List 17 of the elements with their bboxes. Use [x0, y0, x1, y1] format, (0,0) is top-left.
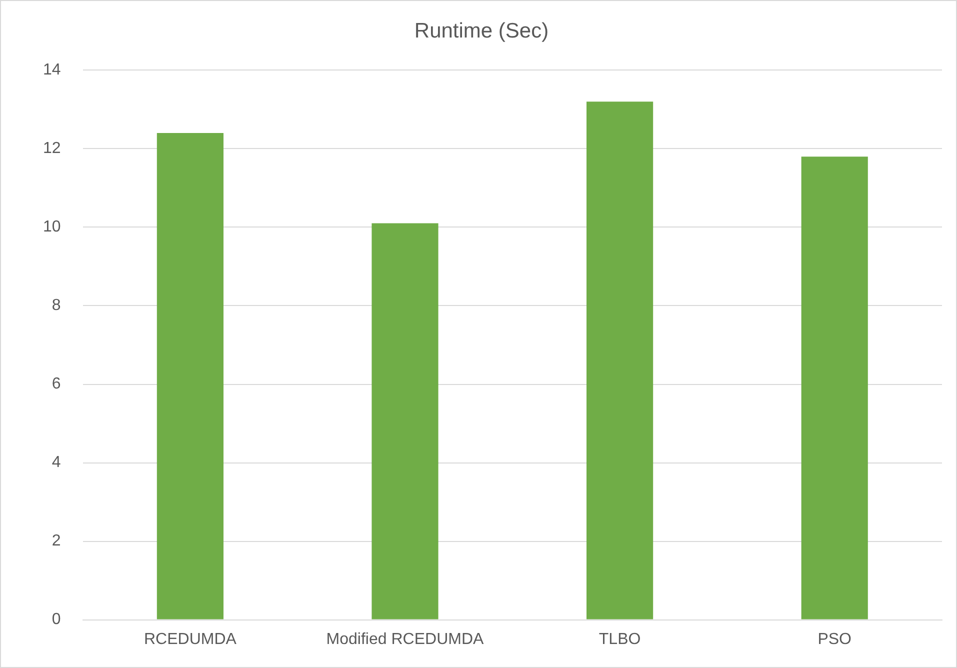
x-tick-label: RCEDUMDA	[144, 630, 237, 648]
bar	[586, 102, 654, 620]
y-tick-label: 0	[52, 611, 61, 628]
chart-title: Runtime (Sec)	[414, 19, 549, 42]
bar	[372, 223, 438, 620]
y-tick-label: 12	[43, 140, 61, 158]
y-tick-label: 4	[52, 454, 61, 472]
x-tick-label: PSO	[818, 630, 852, 648]
y-tick-label: 8	[52, 297, 61, 314]
y-tick-label: 2	[52, 532, 61, 550]
bar	[801, 156, 868, 620]
y-tick-label: 14	[43, 62, 61, 79]
x-tick-label: TLBO	[598, 630, 641, 648]
x-tick-label: Modified RCEDUMDA	[326, 630, 484, 648]
bar	[156, 133, 224, 620]
y-tick-label: 10	[43, 218, 61, 236]
y-tick-label: 6	[52, 376, 61, 393]
